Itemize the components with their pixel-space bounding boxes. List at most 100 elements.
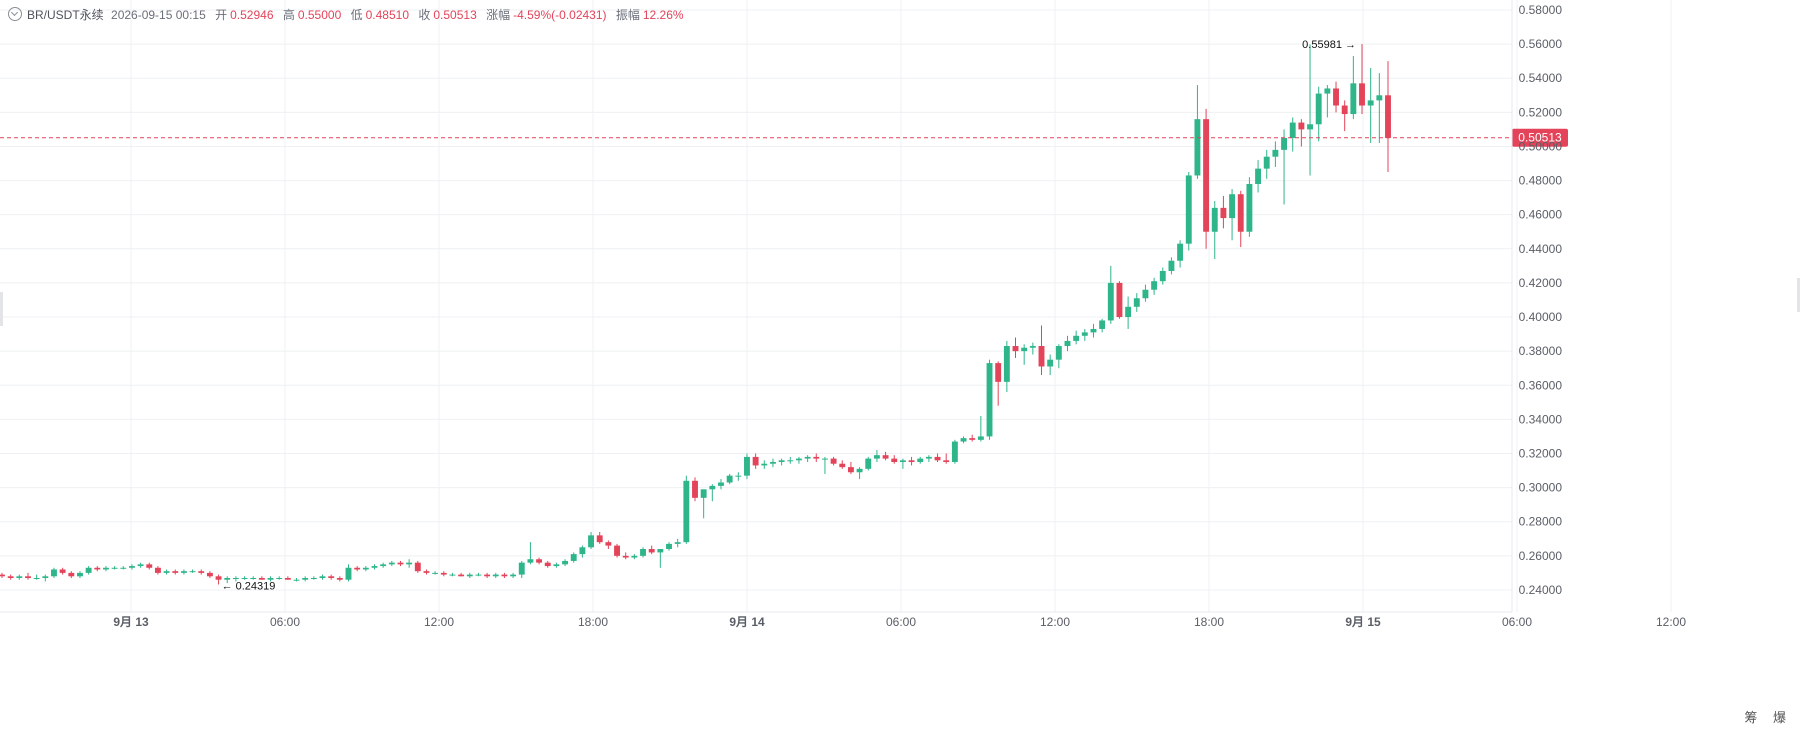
candle-body (103, 567, 109, 570)
candle-body (293, 579, 300, 581)
high-label: 高 (282, 8, 295, 22)
candle-body (215, 576, 222, 580)
collapse-chevron-icon[interactable] (8, 7, 22, 21)
candle-body (1229, 194, 1236, 219)
y-tick-label: 0.36000 (1519, 378, 1563, 392)
current-price-value: 0.50513 (1518, 131, 1562, 145)
candle-body (284, 578, 291, 580)
candle-body (674, 542, 681, 544)
candle-body (908, 460, 915, 463)
right-drag-handle[interactable] (1797, 278, 1800, 312)
candle-body (276, 578, 283, 580)
chart-overlays: 0.50513 0.55981 → ← 0.24319 (0, 39, 1568, 592)
candle-body (1263, 156, 1270, 169)
candle-body (518, 562, 525, 575)
candle-body (397, 562, 404, 565)
candle-body (631, 555, 638, 558)
candle-body (960, 438, 967, 442)
candle-body (206, 572, 213, 577)
candle-body (1168, 260, 1175, 271)
x-tick-label: 06:00 (886, 615, 916, 629)
left-drag-handle[interactable] (0, 292, 3, 326)
y-tick-label: 0.40000 (1519, 310, 1563, 324)
side-tools-label[interactable]: 筹 爆 (1744, 710, 1792, 725)
candle-body (700, 489, 707, 498)
current-price-tag (1512, 128, 1568, 147)
candle-body (423, 571, 430, 573)
y-axis: 0.24000 0.26000 0.28000 0.30000 0.32000 0.340… (1511, 0, 1563, 612)
candle-body (484, 574, 491, 577)
candle-body (778, 460, 785, 463)
candle-body (85, 567, 92, 573)
close-label: 收 (418, 8, 431, 22)
candle-body (544, 562, 551, 567)
candlestick-series (0, 44, 1391, 585)
candle-body (432, 572, 439, 574)
high-value: 0.55000 (297, 8, 342, 22)
candle-body (1246, 183, 1253, 232)
low-value: 0.48510 (365, 8, 410, 22)
header-datetime: 2026-09-15 00:15 (111, 8, 206, 22)
candle-body (1185, 175, 1192, 244)
candle-body (1133, 298, 1140, 307)
change-label: 涨幅 (486, 8, 511, 22)
candle-body (1090, 328, 1097, 333)
candle-body (813, 456, 820, 459)
candle-body (1159, 270, 1166, 282)
x-tick-label: 12:00 (1040, 615, 1070, 629)
candle-body (1211, 207, 1218, 232)
candle-body (1289, 122, 1296, 138)
candle-body (1333, 88, 1339, 106)
candle-body (224, 578, 231, 580)
candle-body (1099, 320, 1106, 329)
candle-body (1359, 83, 1365, 106)
candle-body (865, 458, 872, 469)
candle-body (614, 545, 620, 556)
candle-body (232, 578, 239, 580)
candle-body (198, 571, 205, 573)
candle-body (1038, 346, 1045, 367)
amplitude-value: 12.26% (642, 8, 684, 22)
candle-body (882, 455, 889, 459)
candle-body (1237, 194, 1244, 232)
candle-body (68, 572, 75, 577)
candle-body (1125, 306, 1132, 318)
candle-body (536, 559, 543, 563)
candle-body (16, 576, 23, 579)
candle-body (804, 456, 811, 459)
close-value: 0.50513 (433, 8, 477, 22)
candle-body (856, 468, 863, 473)
candle-body (1307, 124, 1313, 130)
candle-body (302, 578, 309, 580)
candle-body (943, 460, 950, 463)
candle-body (250, 578, 257, 580)
candle-body (1376, 95, 1383, 101)
symbol-label: BR/USDT永续 (27, 8, 104, 22)
candle-body (258, 578, 265, 580)
candle-body (180, 571, 187, 573)
candle-body (1350, 83, 1357, 115)
candle-body (1047, 359, 1054, 367)
x-tick-label: 9月 14 (729, 615, 765, 629)
candle-body (406, 562, 413, 565)
candle-body (371, 566, 378, 568)
candle-body (319, 576, 326, 579)
candle-body (761, 463, 768, 466)
candle-body (891, 458, 898, 463)
x-tick-label: 06:00 (1502, 615, 1532, 629)
candle-body (683, 480, 690, 543)
candle-body (362, 567, 369, 570)
candle-body (579, 547, 586, 555)
max-price-marker: 0.55981 → (1302, 39, 1356, 51)
candle-body (925, 456, 932, 459)
candle-body (596, 535, 603, 543)
x-tick-label: 12:00 (1656, 615, 1686, 629)
candle-body (42, 576, 49, 579)
candle-body (839, 463, 846, 468)
candle-body (847, 467, 854, 473)
candle-body (830, 458, 837, 464)
candle-body (553, 564, 560, 567)
candle-body (570, 554, 577, 561)
x-tick-label: 12:00 (424, 615, 454, 629)
